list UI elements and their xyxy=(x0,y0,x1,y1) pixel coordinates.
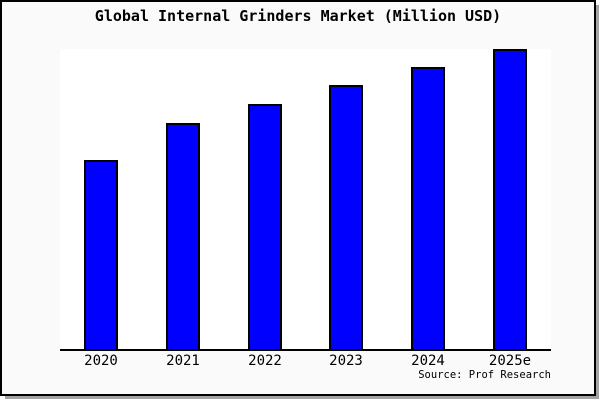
x-tick-label-2022: 2022 xyxy=(248,353,282,369)
x-tick-label-2024: 2024 xyxy=(411,353,445,369)
x-tick-label-2025e: 2025e xyxy=(488,353,532,369)
x-tick-label-2020: 2020 xyxy=(84,353,118,369)
chart-title: Global Internal Grinders Market (Million… xyxy=(94,7,502,25)
bar-2020 xyxy=(84,160,118,349)
bar-2023 xyxy=(329,85,363,349)
source-credit: Source: Prof Research xyxy=(418,369,551,381)
bar-2021 xyxy=(166,123,200,349)
x-tick-label-2023: 2023 xyxy=(329,353,363,369)
bar-2024 xyxy=(411,67,445,349)
bar-2022 xyxy=(248,104,282,349)
x-tick-label-2021: 2021 xyxy=(166,353,200,369)
plot-area xyxy=(60,49,551,351)
bar-2025e xyxy=(493,49,527,349)
